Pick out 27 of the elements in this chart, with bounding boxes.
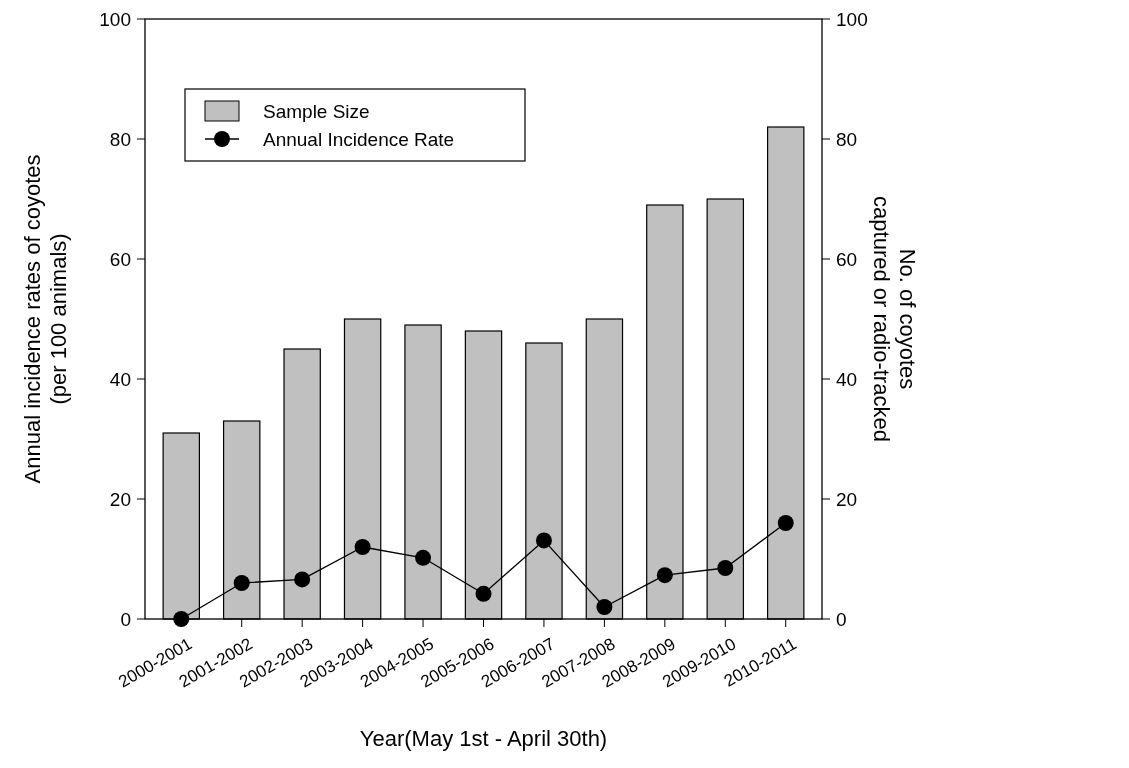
point — [233, 575, 250, 591]
point — [717, 560, 734, 576]
point — [354, 539, 371, 555]
y2-tick-label: 40 — [836, 368, 858, 390]
point — [475, 585, 492, 602]
y-tick-label: 80 — [109, 128, 131, 150]
point — [596, 599, 613, 615]
point — [535, 532, 552, 549]
y2-tick-label: 20 — [836, 488, 858, 510]
y2-tick-label: 80 — [836, 128, 858, 150]
y-tick-label: 0 — [120, 608, 131, 630]
y-tick-label: 100 — [99, 8, 131, 30]
legend-label: Sample Size — [263, 100, 370, 122]
y-axis-title: Annual incidence rates of coyotes (per 100 animals) — [20, 154, 71, 484]
y-tick-label: 20 — [109, 488, 131, 510]
y2-tick-label: 60 — [836, 248, 858, 270]
legend-label: Annual Incidence Rate — [263, 128, 455, 150]
y2-tick-label: 100 — [836, 8, 868, 30]
point — [415, 549, 432, 566]
point — [294, 571, 311, 588]
y-tick-label: 60 — [109, 248, 131, 270]
point — [777, 515, 794, 531]
y2-axis-title: No. of coyotes captured or radio-tracked — [869, 196, 920, 442]
y2-tick-label: 0 — [836, 608, 847, 630]
x-axis-title: Year(May 1st - April 30th) — [359, 726, 608, 751]
point — [656, 567, 673, 584]
y-tick-label: 40 — [109, 368, 131, 390]
